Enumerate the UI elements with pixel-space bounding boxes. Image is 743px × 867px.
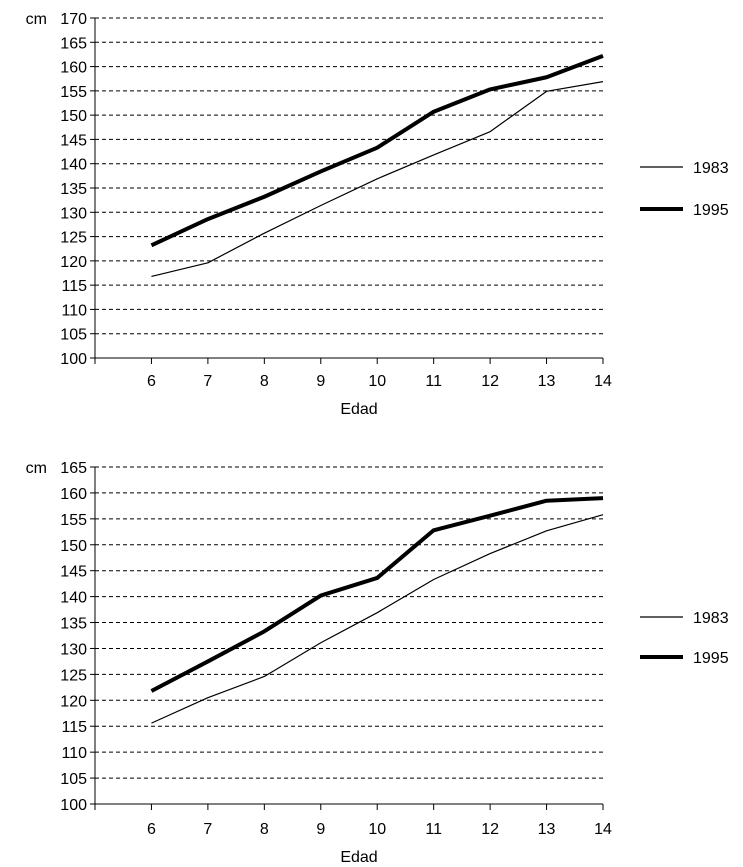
y-tick-label: 110 — [61, 745, 87, 762]
x-tick-label: 12 — [481, 373, 499, 390]
y-tick-label: 165 — [60, 35, 87, 52]
chart-bottom: 100 105 110 115 120 125 130 135 140 145 150 155 160 1… — [26, 460, 729, 866]
x-tick-label: 7 — [203, 821, 212, 838]
chart-top: 100 105 110 115 120 125 130 135 140 145 150 155 160 1… — [26, 11, 729, 418]
y-tick-label: 105 — [60, 771, 87, 788]
x-axis-title: Edad — [340, 401, 377, 418]
y-tick-label: 145 — [60, 564, 87, 581]
series-line-1983 — [151, 81, 604, 277]
x-tick-label: 14 — [594, 373, 612, 390]
x-tick-label: 6 — [147, 373, 156, 390]
x-tick-label: 8 — [260, 821, 269, 838]
x-tick-label: 10 — [368, 821, 386, 838]
y-tick-label: 110 — [61, 302, 87, 319]
y-tick-label: 125 — [60, 667, 87, 684]
y-tick-label: 140 — [60, 157, 87, 174]
legend-label-1983: 1983 — [693, 160, 729, 177]
x-tick-label: 10 — [368, 373, 386, 390]
x-tick-label: 9 — [316, 373, 325, 390]
y-tick-label: 120 — [60, 254, 87, 271]
legend-label-1995: 1995 — [693, 650, 729, 667]
y-tick-label: 155 — [60, 84, 87, 101]
y-tick-label: 145 — [60, 132, 87, 149]
x-tick-label: 9 — [316, 821, 325, 838]
x-tick-label: 7 — [203, 373, 212, 390]
x-tick-label: 11 — [425, 821, 442, 838]
x-tick-label: 13 — [538, 373, 556, 390]
y-tick-label: 100 — [60, 797, 87, 814]
y-tick-label: 115 — [61, 278, 87, 295]
y-tick-label: 140 — [60, 590, 87, 607]
x-tick-label: 11 — [425, 373, 442, 390]
y-tick-label: 135 — [60, 616, 87, 633]
legend-label-1983: 1983 — [693, 610, 729, 627]
legend-label-1995: 1995 — [693, 202, 729, 219]
x-axis-title: Edad — [340, 849, 377, 866]
y-tick-label: 150 — [60, 538, 87, 555]
y-tick-label: 115 — [61, 719, 87, 736]
y-axis-unit: cm — [26, 460, 47, 477]
x-tick-label: 12 — [481, 821, 499, 838]
y-tick-label: 130 — [60, 205, 87, 222]
x-tick-label: 8 — [260, 373, 269, 390]
y-tick-label: 100 — [60, 351, 87, 368]
y-tick-label: 165 — [60, 460, 87, 477]
series-line-1995 — [150, 496, 604, 693]
y-tick-label: 105 — [60, 327, 87, 344]
y-tick-label: 135 — [60, 181, 87, 198]
series-line-1983 — [151, 514, 604, 724]
y-tick-label: 150 — [60, 108, 87, 125]
x-tick-label: 14 — [594, 821, 612, 838]
x-tick-label: 13 — [538, 821, 556, 838]
y-tick-label: 160 — [60, 60, 87, 77]
y-tick-label: 130 — [60, 641, 87, 658]
y-tick-label: 125 — [60, 230, 87, 247]
series-line-1995 — [150, 54, 604, 248]
y-tick-label: 160 — [60, 486, 87, 503]
y-axis-unit: cm — [26, 11, 47, 28]
y-tick-label: 155 — [60, 512, 87, 529]
y-tick-label: 120 — [60, 693, 87, 710]
y-tick-label: 170 — [60, 11, 87, 28]
x-tick-label: 6 — [147, 821, 156, 838]
